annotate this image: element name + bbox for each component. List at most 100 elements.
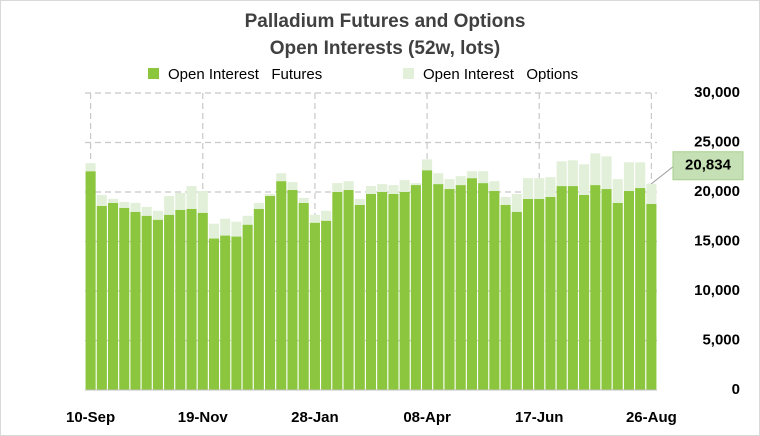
bar-segment bbox=[141, 215, 152, 390]
bar-segment bbox=[433, 173, 444, 185]
y-tick-label: 10,000 bbox=[694, 282, 740, 299]
bar-segment bbox=[298, 197, 309, 203]
bar-segment bbox=[85, 171, 96, 390]
bar-segment bbox=[321, 220, 332, 390]
bar-segment bbox=[119, 207, 130, 390]
bar-segment bbox=[590, 185, 601, 390]
bar-segment bbox=[646, 183, 657, 204]
bar-segment bbox=[579, 194, 590, 390]
bar-segment bbox=[220, 235, 231, 390]
bar-segment bbox=[276, 181, 287, 390]
x-tick-label: 28-Jan bbox=[291, 409, 339, 426]
bar-segment bbox=[85, 163, 96, 172]
callout-box bbox=[672, 151, 744, 181]
bar-segment bbox=[164, 195, 175, 215]
bar-segment bbox=[579, 164, 590, 195]
bar-segment bbox=[635, 162, 646, 189]
bar-segment bbox=[130, 211, 141, 390]
bar-segment bbox=[646, 203, 657, 390]
bar-segment bbox=[500, 204, 511, 390]
bar-segment bbox=[354, 204, 365, 390]
bar-segment bbox=[635, 188, 646, 390]
bar-segment bbox=[388, 185, 399, 194]
bar-segment bbox=[186, 186, 197, 209]
bar-segment bbox=[208, 223, 220, 239]
bar-segment bbox=[410, 183, 421, 186]
x-tick-label: 10-Sep bbox=[66, 409, 115, 426]
bar-segment bbox=[567, 186, 578, 390]
y-tick-label: 5,000 bbox=[702, 331, 740, 348]
bar-segment bbox=[478, 183, 489, 390]
bar-segment bbox=[455, 176, 466, 186]
bar-segment bbox=[242, 224, 253, 390]
bar-segment bbox=[466, 171, 477, 179]
legend-swatch bbox=[148, 68, 159, 79]
bar-segment bbox=[365, 186, 377, 194]
bar-segment bbox=[265, 193, 276, 196]
x-tick-label: 08-Apr bbox=[403, 409, 451, 426]
chart-title: Open Interests (52w, lots) bbox=[270, 38, 501, 59]
legend-label: Open Interest Futures bbox=[168, 66, 322, 83]
y-tick-label: 20,000 bbox=[694, 183, 740, 200]
bar-segment bbox=[612, 179, 623, 203]
bar-segment bbox=[466, 178, 477, 390]
bar-segment bbox=[545, 196, 556, 390]
bar-segment bbox=[332, 183, 343, 192]
bar-segment bbox=[107, 198, 119, 203]
bar-segment bbox=[164, 214, 175, 390]
x-tick-label: 19-Nov bbox=[178, 409, 229, 426]
bar-segment bbox=[276, 173, 287, 182]
y-tick-label: 25,000 bbox=[694, 133, 740, 150]
bar-segment bbox=[298, 202, 309, 390]
bar-segment bbox=[377, 184, 388, 192]
bar-segment bbox=[422, 159, 433, 171]
bar-segment bbox=[208, 238, 220, 390]
callout-leader bbox=[651, 166, 674, 185]
bar-segment bbox=[433, 184, 444, 390]
bar-segment bbox=[601, 156, 612, 190]
y-tick-label: 15,000 bbox=[694, 232, 740, 249]
bar-segment bbox=[265, 195, 276, 390]
bar-segment bbox=[601, 189, 612, 390]
bar-segment bbox=[522, 178, 534, 199]
bar-segment bbox=[287, 182, 298, 191]
bar-segment bbox=[242, 215, 253, 225]
bar-segment bbox=[567, 160, 578, 187]
bar-segment bbox=[500, 196, 511, 205]
chart-title: Palladium Futures and Options bbox=[245, 11, 526, 32]
bar-segment bbox=[623, 162, 635, 192]
bar-segment bbox=[422, 170, 433, 390]
bar-segment bbox=[534, 178, 545, 199]
bar-segment bbox=[197, 212, 208, 390]
bar-segment bbox=[556, 161, 567, 187]
bar-segment bbox=[130, 202, 141, 212]
bar-segment bbox=[152, 219, 163, 390]
bar-segment bbox=[511, 193, 522, 212]
bar-segment bbox=[399, 180, 410, 192]
bar-segment bbox=[354, 198, 365, 205]
bar-segment bbox=[377, 192, 388, 390]
bar-segment bbox=[152, 210, 163, 220]
bar-segment bbox=[197, 191, 208, 213]
y-tick-label: 30,000 bbox=[694, 84, 740, 101]
bar-segment bbox=[478, 171, 489, 184]
bar-segment bbox=[321, 210, 332, 221]
bar-segment bbox=[119, 201, 130, 208]
bar-segment bbox=[141, 206, 152, 216]
bar-segment bbox=[220, 218, 231, 236]
bar-segment bbox=[511, 211, 522, 390]
bar-segment bbox=[231, 236, 242, 390]
callout-label: 20,834 bbox=[685, 157, 732, 174]
legend-label: Open Interest Options bbox=[423, 66, 578, 83]
bar-segment bbox=[590, 153, 601, 186]
x-tick-label: 26-Aug bbox=[626, 409, 677, 426]
bar-segment bbox=[556, 186, 567, 390]
bar-segment bbox=[309, 222, 320, 390]
bar-segment bbox=[444, 189, 455, 390]
bar-segment bbox=[455, 185, 466, 390]
bar-segment bbox=[545, 177, 556, 197]
bar-segment bbox=[186, 208, 197, 390]
bar-segment bbox=[231, 221, 242, 237]
bar-segment bbox=[489, 181, 500, 192]
